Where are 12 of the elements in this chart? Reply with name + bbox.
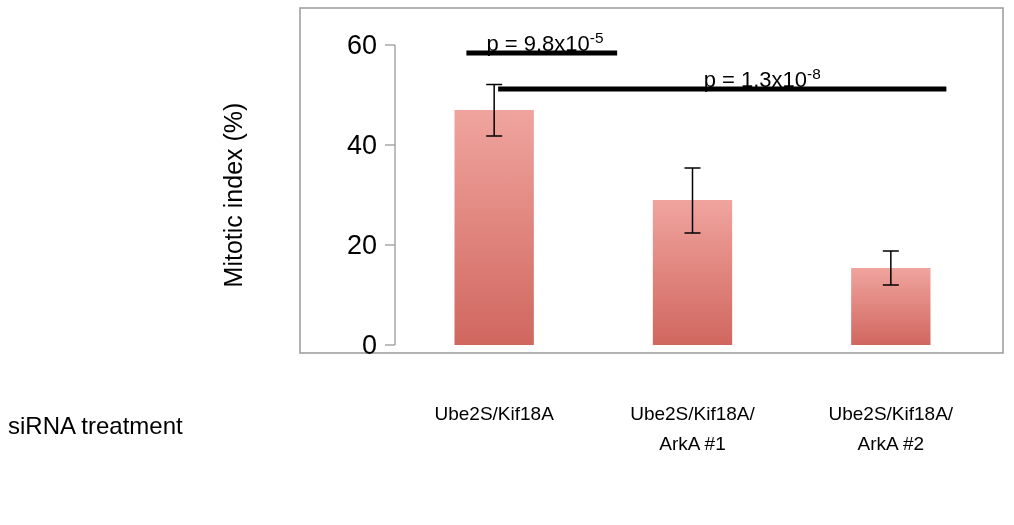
x-tick-label: Ube2S/Kif18A/ ArkA #2 [828,403,954,454]
y-axis-title: Mitotic index (%) [219,102,247,288]
y-tick-label: 60 [346,30,377,61]
y-tick-label: 20 [346,230,377,261]
bar [652,200,733,345]
x-tick-label: Ube2S/Kif18A/ ArkA #1 [630,403,756,454]
bar [454,110,534,345]
text: siRNA treatment [8,412,184,439]
x-tick-label: Ube2S/Kif18A [434,403,555,424]
bar [851,268,931,345]
y-tick-label: 0 [361,330,377,361]
y-tick-label: 40 [346,130,377,161]
